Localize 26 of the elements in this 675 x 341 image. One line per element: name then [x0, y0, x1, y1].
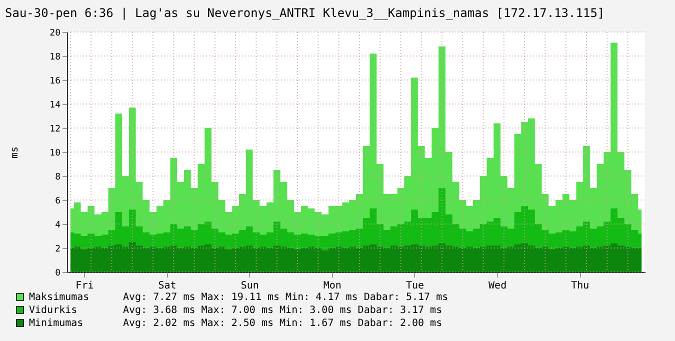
x-tick-label: Tue: [406, 280, 424, 292]
text: Avg: 3.68 ms Max: 7.00 ms Min: 3.00 ms Dabar: 3.17 ms: [123, 305, 442, 316]
y-tick-label: 6: [55, 196, 60, 206]
y-tick-label: 0: [55, 268, 60, 278]
y-tick-label: 16: [50, 76, 60, 86]
legend-label: Minimumas: [29, 318, 84, 329]
y-tick-label: 10: [50, 148, 60, 158]
x-tick-label: Thu: [571, 280, 590, 292]
legend-label: Vidurkis: [29, 305, 78, 316]
legend-label: Maksimumas: [29, 292, 90, 303]
y-tick-label: 4: [55, 220, 60, 230]
y-tick-label: 8: [55, 172, 60, 182]
x-tick-label: Sat: [158, 280, 176, 292]
y-axis-title: ms: [10, 146, 21, 159]
chart-title: Sau-30-pen 6:36 | Lag'as su Neveronys_ANTRI Klevu_3__Kampinis_namas [172.17.13.115]: [5, 6, 605, 20]
y-tick-label: 18: [50, 52, 60, 62]
x-tick-label: Mon: [323, 280, 342, 292]
y-tick-label: 12: [50, 124, 60, 134]
text: Avg: 2.02 ms Max: 2.50 ms Min: 1.67 ms Dabar: 2.00 ms: [123, 318, 442, 329]
x-tick-label: Sun: [240, 280, 259, 292]
y-tick-label: 14: [50, 100, 60, 110]
text: Avg: 7.27 ms Max: 19.11 ms Min: 4.17 ms Dabar: 5.17 ms: [123, 292, 448, 303]
x-tick-label: Fri: [76, 280, 94, 292]
x-tick-label: Wed: [488, 280, 507, 292]
y-tick-label: 20: [50, 28, 60, 38]
y-tick-label: 2: [55, 244, 60, 254]
